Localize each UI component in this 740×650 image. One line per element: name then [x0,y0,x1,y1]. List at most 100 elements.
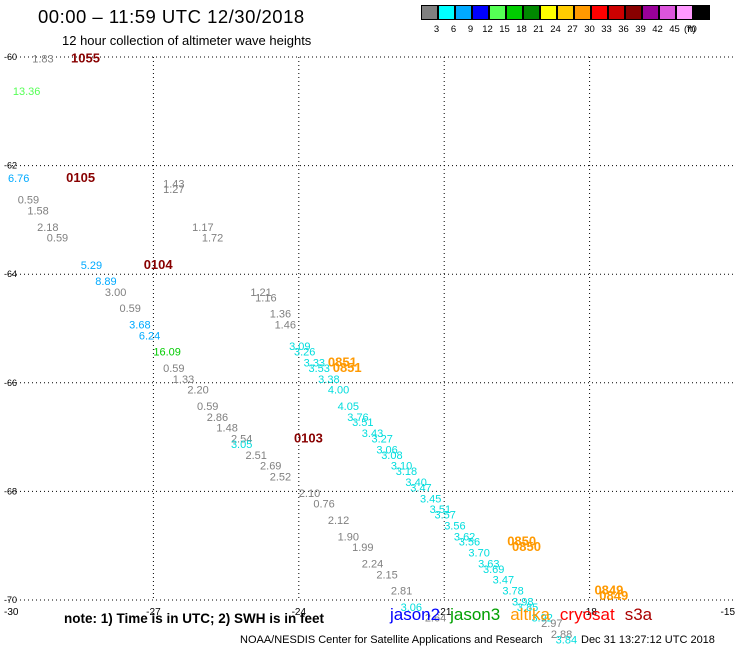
legend-swatch [676,5,693,20]
legend-unit: (ft) [684,24,696,35]
legend-label: 15 [499,24,510,35]
legend-swatch [557,5,574,20]
wave-height-label: 3.40 [405,477,426,489]
wave-height-label: 1.48 [216,423,237,435]
wave-height-label: 2.20 [187,385,208,397]
legend-label: 21 [533,24,544,35]
wave-height-label: 13.36 [13,86,41,98]
wave-height-label: 2.69 [260,461,281,473]
notes-text: note: 1) Time is in UTC; 2) SWH is in fe… [64,611,325,626]
legend-label: 18 [516,24,527,35]
wave-height-label: 3.92 [531,613,552,625]
wave-height-label: 1.16 [255,292,276,304]
wave-height-label: 3.70 [468,548,489,560]
y-tick-label: -60 [4,52,17,62]
wave-height-label: 3.56 [444,520,465,532]
wave-height-label: 0.59 [18,195,39,207]
wave-height-label: 3.56 [459,537,480,549]
pass-time-label: 0851 [333,360,362,375]
wave-height-label: 1.43 [163,178,184,190]
pass-time-label: 0104 [144,257,174,272]
wave-height-label: 0.59 [47,233,68,245]
wave-height-label: 3.69 [483,564,504,576]
pass-time-label: 0850 [512,539,541,554]
legend-label: 9 [467,24,474,35]
legend-swatch [659,5,676,20]
y-tick-label: -66 [4,378,17,388]
wave-height-label: 3.51 [430,504,451,516]
pass-time-label: 0850 [507,534,536,549]
wave-height-label: 3.51 [352,417,373,429]
wave-height-label: 3.84 [556,634,577,646]
legend-swatch [506,5,523,20]
wave-height-label: 1.83 [32,53,53,65]
wave-height-label: 1.27 [163,184,184,196]
legend-swatch [591,5,608,20]
legend-swatch [438,5,455,20]
pass-time-label: 0849 [599,588,628,603]
wave-height-label: 3.98 [512,596,533,608]
wave-height-label: 0.59 [197,401,218,413]
wave-height-label: 3.38 [318,374,339,386]
wave-height-label: 2.86 [207,412,228,424]
wave-height-label: 1.21 [250,287,271,299]
satellite-label: jason3 [450,605,501,624]
wave-height-label: 3.09 [289,341,310,353]
wave-height-label: 4.05 [338,401,359,413]
wave-height-label: 3.05 [231,439,252,451]
wave-height-label: 1.72 [202,233,223,245]
wave-height-label: 3.06 [401,602,422,614]
wave-height-label: 2.81 [391,586,412,598]
wave-height-label: 2.10 [299,488,320,500]
wave-height-label: 3.00 [105,287,126,299]
wave-height-label: 3.85 [517,602,538,614]
legend-swatch [608,5,625,20]
wave-height-label: 5.29 [81,260,102,272]
pass-time-label: 0851 [328,355,357,370]
wave-height-label: 3.78 [502,586,523,598]
legend-swatch [489,5,506,20]
wave-height-label: 3.18 [396,466,417,478]
pass-time-label: 0105 [66,170,95,185]
legend-label: 12 [482,24,493,35]
wave-height-label: 2.24 [362,558,383,570]
wave-height-label: 1.90 [338,531,359,543]
wave-height-label: 1.99 [352,542,373,554]
wave-height-label: 16.09 [153,347,181,359]
wave-height-label: 0.76 [313,499,334,511]
wave-height-label: 3.53 [308,363,329,375]
legend-label: 24 [550,24,561,35]
x-tick-label: -15 [721,607,736,618]
legend-label: 30 [584,24,595,35]
wave-height-label: 2.15 [376,569,397,581]
satellite-label: s3a [624,605,653,624]
y-tick-label: -64 [4,269,17,279]
legend-swatch [421,5,438,20]
y-tick-label: -70 [4,595,17,605]
wave-height-label: 4.00 [328,385,349,397]
wave-height-label: 3.62 [454,531,475,543]
legend-label: 3 [433,24,440,35]
wave-height-label: 3.43 [362,428,383,440]
wave-height-label: 2.64 [425,613,446,625]
wave-height-label: 3.06 [376,444,397,456]
legend-label: 70 [686,24,697,35]
x-tick-label: -24 [292,607,307,618]
wave-height-label: 2.12 [328,515,349,527]
wave-height-label: 2.18 [37,222,58,234]
legend-swatch [540,5,557,20]
legend-swatch [523,5,540,20]
wave-height-label: 1.36 [270,309,291,321]
legend-label: 6 [450,24,457,35]
wave-height-label: 2.54 [231,434,252,446]
legend-swatch [574,5,591,20]
legend-label: 36 [618,24,629,35]
wave-height-label: 3.45 [420,493,441,505]
credit-text: NOAA/NESDIS Center for Satellite Applica… [240,634,543,646]
wave-height-label: 1.17 [192,222,213,234]
wave-height-label: 3.47 [410,482,431,494]
wave-height-label: 1.58 [27,205,48,217]
wave-height-label: 3.08 [381,450,402,462]
legend-label: 33 [601,24,612,35]
